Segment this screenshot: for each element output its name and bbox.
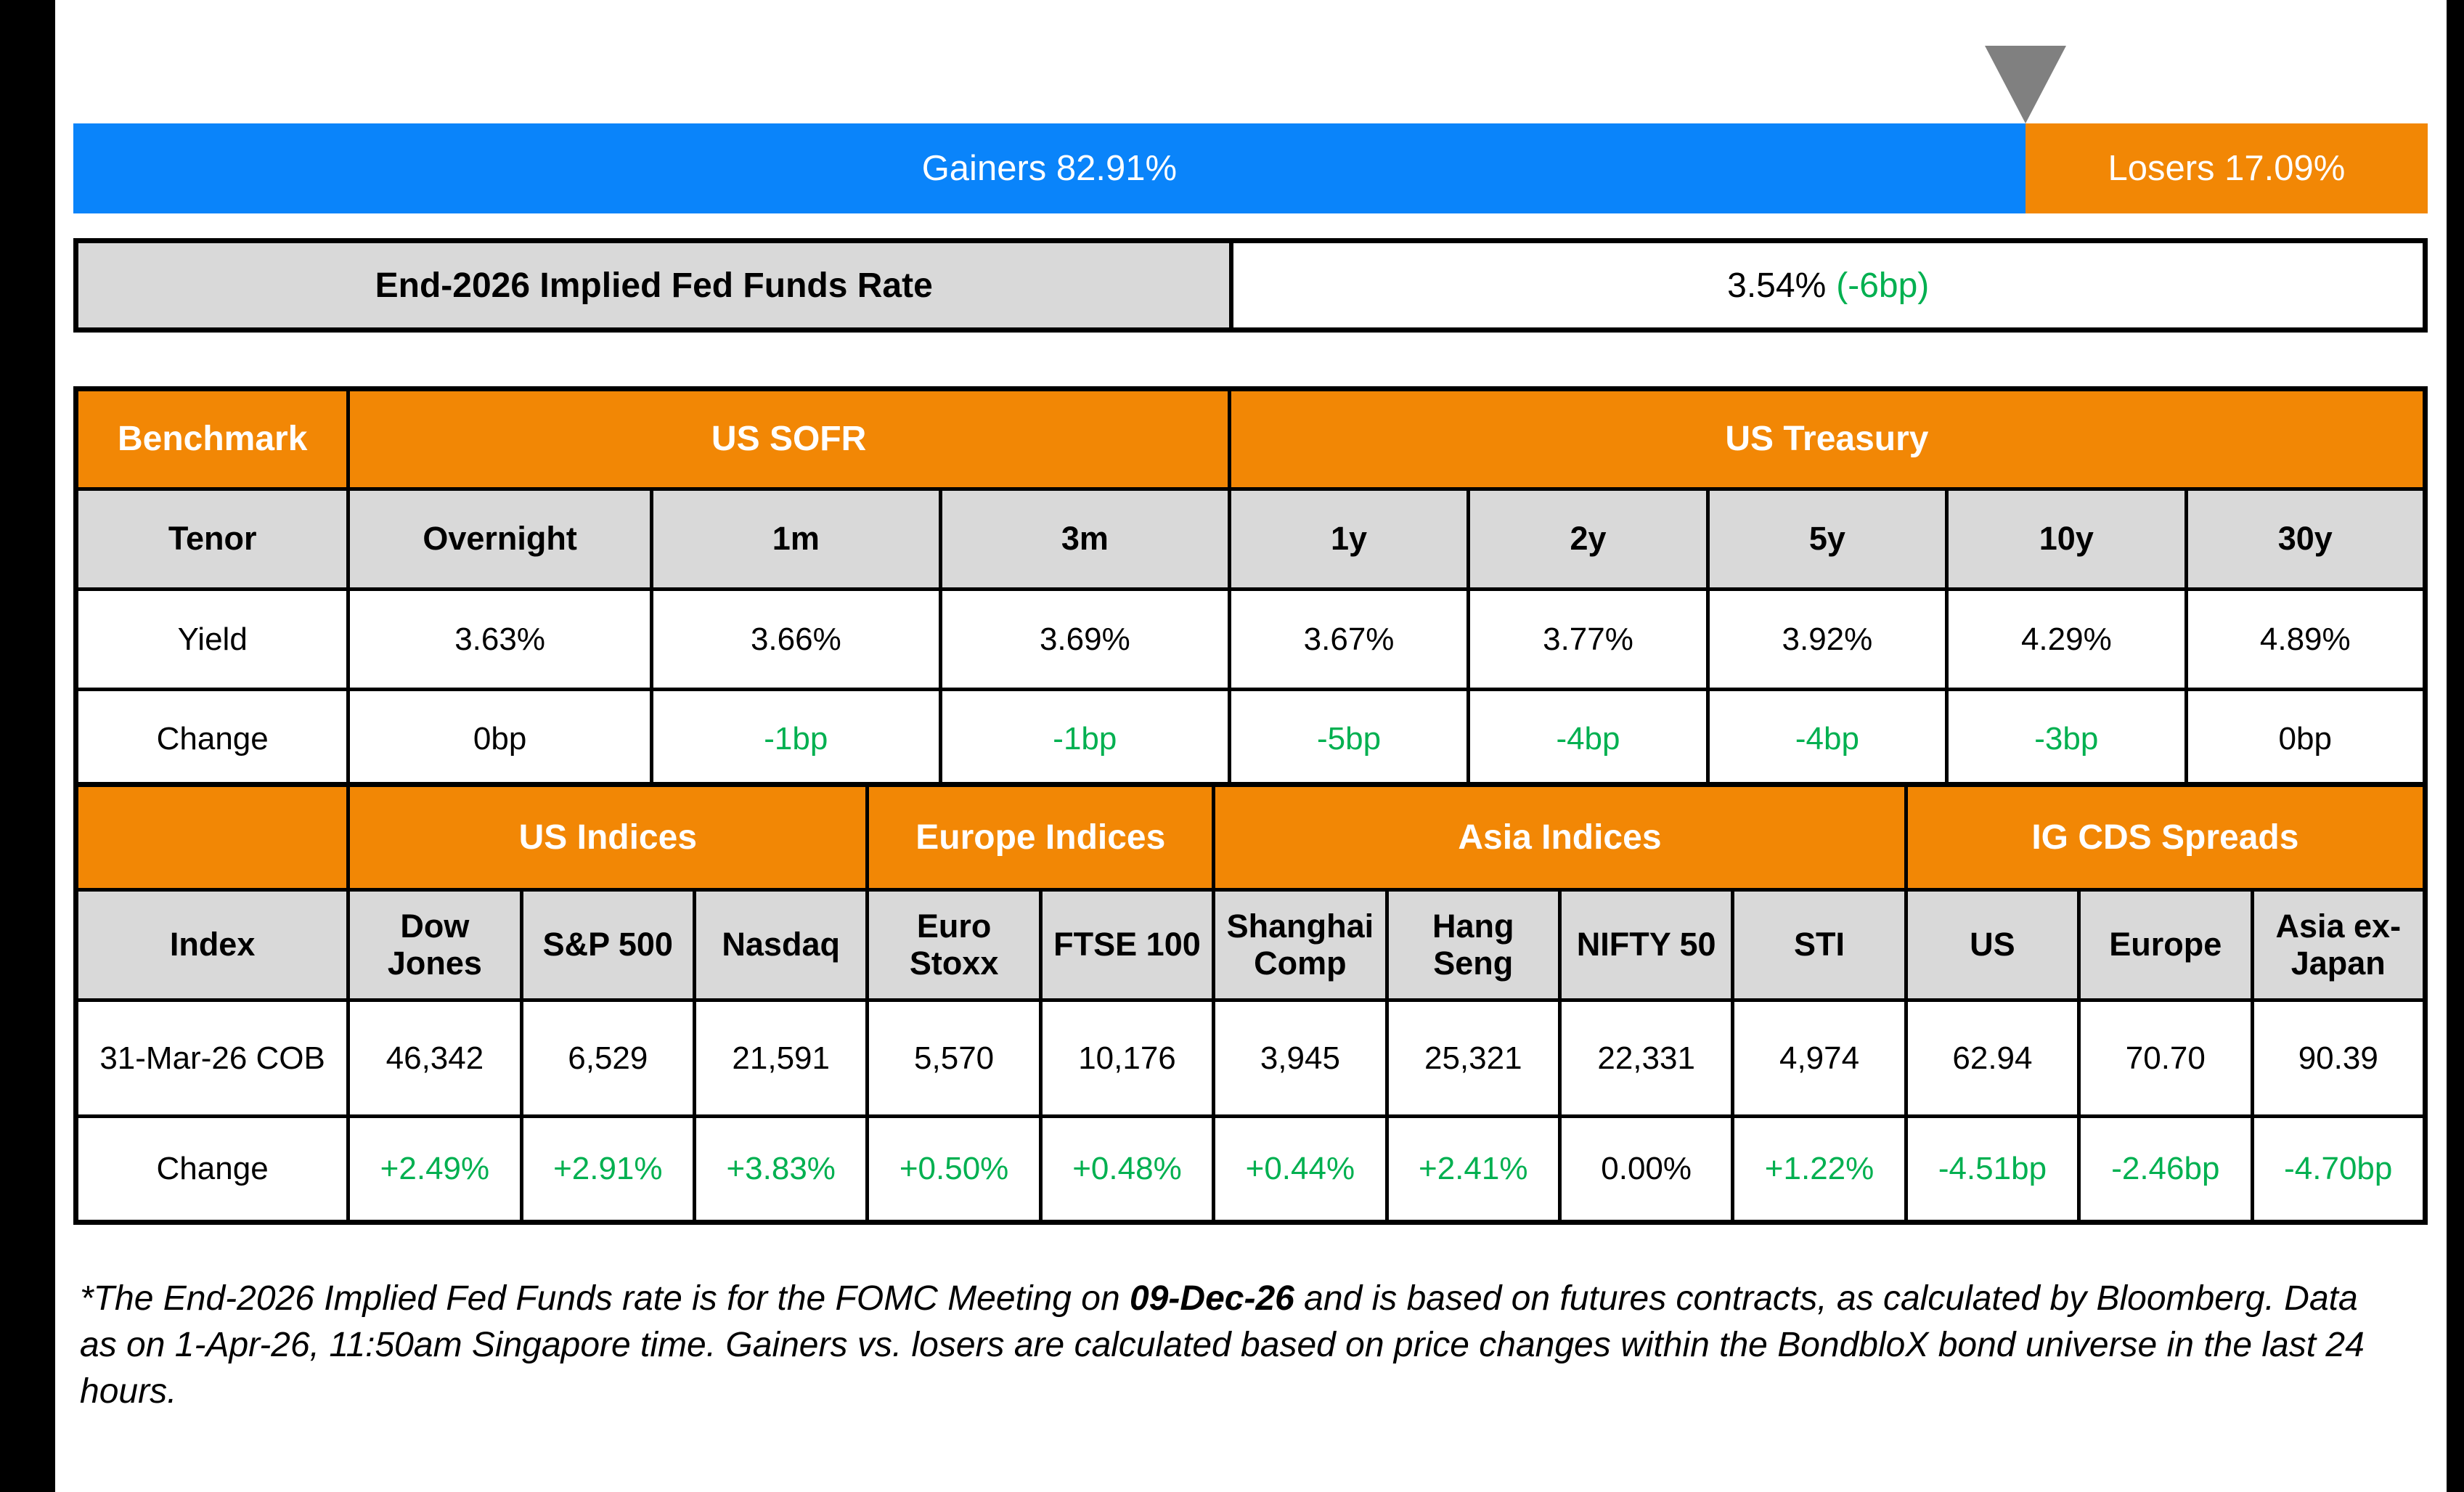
column-header: Shanghai Comp [1212,888,1389,1002]
table-cell: +2.91% [519,1114,697,1224]
gainers-label: Gainers 82.91% [921,149,1178,188]
column-header: Hang Seng [1384,888,1562,1002]
gainers-losers-bar: Gainers 82.91% Losers 17.09% [73,123,2428,213]
table-cell: 3.77% [1466,587,1710,691]
table-cell: 25,321 [1384,998,1562,1118]
column-header: US [1904,888,2081,1002]
table-cell: 46,342 [346,998,523,1118]
table-cell: +0.48% [1038,1114,1216,1224]
column-header [73,783,351,892]
table-cell: 62.94 [1904,998,2081,1118]
column-header: NIFTY 50 [1557,888,1735,1002]
table-cell: 10,176 [1038,998,1216,1118]
fed-funds-change: (-6bp) [1836,266,1930,305]
table-cell: -1bp [938,688,1231,791]
column-header: Asia Indices [1212,783,1908,892]
column-header: 10y [1945,487,2188,591]
column-header: IG CDS Spreads [1904,783,2428,892]
table-cell: 4,974 [1731,998,1908,1118]
column-header: Euro Stoxx [865,888,1043,1002]
column-header: 1y [1227,487,1471,591]
footnote-text-2: and is based on futures contracts, as ca… [80,1279,2365,1411]
table-cell: 90.39 [2250,998,2428,1118]
table-cell: -4.70bp [2250,1114,2428,1224]
table-cell: 3,945 [1212,998,1389,1118]
fed-funds-value: 3.54% (-6bp) [1233,243,2423,327]
column-header: Tenor [73,487,351,591]
column-header: S&P 500 [519,888,697,1002]
fed-funds-row: End-2026 Implied Fed Funds Rate 3.54% (-… [73,238,2428,333]
gainers-segment: Gainers 82.91% [73,123,2026,213]
column-header: Index [73,888,351,1002]
column-header: 3m [938,487,1231,591]
column-header: STI [1731,888,1908,1002]
footnote-text-1: *The End-2026 Implied Fed Funds rate is … [80,1279,1130,1318]
table-cell: -4bp [1705,688,1949,791]
table-cell: -4bp [1466,688,1710,791]
table-cell: +0.50% [865,1114,1043,1224]
table-cell: 3.63% [346,587,653,691]
table-cell: 3.67% [1227,587,1471,691]
column-header: US Treasury [1227,387,2428,491]
column-header: 2y [1466,487,1710,591]
table-cell: Change [73,688,351,791]
column-header: Dow Jones [346,888,523,1002]
table-cell: +3.83% [692,1114,870,1224]
table-cell: 4.89% [2184,587,2428,691]
table-cell: 70.70 [2077,998,2254,1118]
table-cell: -1bp [649,688,942,791]
losers-label: Losers 17.09% [2108,149,2346,188]
column-header: US SOFR [346,387,1231,491]
footnote-bold-date: 09-Dec-26 [1130,1279,1294,1318]
table-cell: 3.66% [649,587,942,691]
column-header: Benchmark [73,387,351,491]
table-cell: 0bp [2184,688,2428,791]
table-cell: +2.49% [346,1114,523,1224]
column-header: 1m [649,487,942,591]
table-cell: 5,570 [865,998,1043,1118]
table-cell: -2.46bp [2077,1114,2254,1224]
column-header: Europe Indices [865,783,1216,892]
column-header: Asia ex-Japan [2250,888,2428,1002]
table-cell: 31-Mar-26 COB [73,998,351,1118]
footnote: *The End-2026 Implied Fed Funds rate is … [80,1276,2396,1414]
table-cell: Change [73,1114,351,1224]
fed-funds-rate: 3.54% [1727,266,1827,305]
table-cell: 22,331 [1557,998,1735,1118]
table-cell: 4.29% [1945,587,2188,691]
table-cell: 21,591 [692,998,870,1118]
table-cell: Yield [73,587,351,691]
table-cell: -3bp [1945,688,2188,791]
table-cell: +1.22% [1731,1114,1908,1224]
column-header: 5y [1705,487,1949,591]
indices-table: US Indices Europe Indices Asia Indices IG C… [73,782,2428,1225]
gainers-losers-boundary-marker-icon [1984,46,2066,123]
table-cell: 3.69% [938,587,1231,691]
table-cell: -4.51bp [1904,1114,2081,1224]
column-header: Europe [2077,888,2254,1002]
losers-segment: Losers 17.09% [2025,123,2428,213]
column-header: Nasdaq [692,888,870,1002]
column-header: 30y [2184,487,2428,591]
fed-funds-label: End-2026 Implied Fed Funds Rate [78,243,1234,327]
column-header: Overnight [346,487,653,591]
table-cell: 0.00% [1557,1114,1735,1224]
table-cell: 3.92% [1705,587,1949,691]
table-cell: 0bp [346,688,653,791]
table-cell: -5bp [1227,688,1471,791]
table-cell: 6,529 [519,998,697,1118]
market-update-card: Gainers 82.91% Losers 17.09% End-2026 Im… [55,0,2447,1492]
column-header: FTSE 100 [1038,888,1216,1002]
table-cell: +2.41% [1384,1114,1562,1224]
benchmark-table: Benchmark US SOFR US Treasury Tenor Overnigh… [73,386,2428,792]
table-cell: +0.44% [1212,1114,1389,1224]
column-header: US Indices [346,783,870,892]
